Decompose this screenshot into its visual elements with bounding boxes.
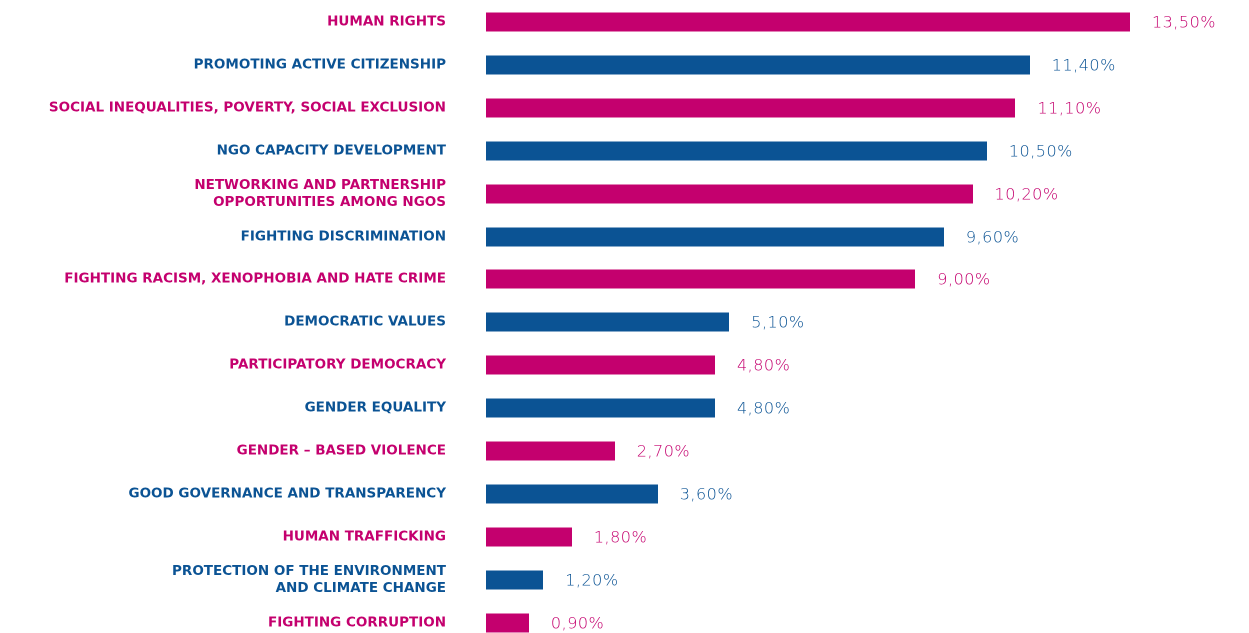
category-label: FIGHTING RACISM, XENOPHOBIA AND HATE CRI… [64, 270, 446, 287]
value-label: 11,10% [1037, 98, 1102, 118]
bar [486, 441, 615, 461]
value-label: 3,60% [679, 484, 734, 504]
bar [486, 613, 529, 633]
bar [486, 312, 730, 332]
value-label: 0,90% [550, 613, 605, 633]
bar [486, 184, 973, 204]
value-label: 9,00% [937, 269, 991, 289]
bar [486, 12, 1130, 32]
value-label: 4,80% [736, 398, 791, 418]
bar [486, 141, 987, 161]
bar [486, 570, 544, 590]
value-label: 4,80% [736, 355, 791, 375]
bar [486, 55, 1030, 75]
category-label: GOOD GOVERNANCE AND TRANSPARENCY [128, 485, 446, 502]
bar [486, 527, 572, 547]
bar [486, 484, 658, 504]
category-label: FIGHTING CORRUPTION [268, 614, 446, 631]
category-label: PROTECTION OF THE ENVIRONMENT AND CLIMAT… [172, 562, 446, 596]
category-label: PARTICIPATORY DEMOCRACY [229, 356, 446, 373]
value-label: 9,60% [965, 227, 1020, 246]
category-label: NETWORKING AND PARTNERSHIP OPPORTUNITIES… [194, 176, 446, 210]
value-label: 1,20% [565, 570, 619, 590]
category-label: HUMAN TRAFFICKING [282, 528, 446, 545]
value-label: 10,20% [994, 184, 1059, 204]
bar [486, 355, 715, 375]
category-label: NGO CAPACITY DEVELOPMENT [216, 142, 446, 159]
category-label: GENDER EQUALITY [304, 399, 446, 416]
value-label: 1,80% [593, 527, 648, 547]
value-label: 11,40% [1051, 55, 1116, 75]
value-label: 2,70% [636, 441, 691, 461]
value-label: 10,50% [1008, 141, 1073, 161]
value-label: 5,10% [751, 312, 805, 332]
category-label: PROMOTING ACTIVE CITIZENSHIP [193, 56, 446, 73]
category-label: GENDER – BASED VIOLENCE [236, 442, 446, 459]
category-label: SOCIAL INEQUALITIES, POVERTY, SOCIAL EXC… [48, 99, 446, 116]
category-label: FIGHTING DISCRIMINATION [240, 228, 446, 244]
bar [486, 398, 715, 418]
bar [486, 227, 944, 246]
value-label: 13,50% [1151, 12, 1216, 32]
category-label: HUMAN RIGHTS [327, 13, 446, 30]
bar [486, 98, 1016, 118]
bar [486, 269, 916, 289]
category-label: DEMOCRATIC VALUES [284, 313, 446, 330]
